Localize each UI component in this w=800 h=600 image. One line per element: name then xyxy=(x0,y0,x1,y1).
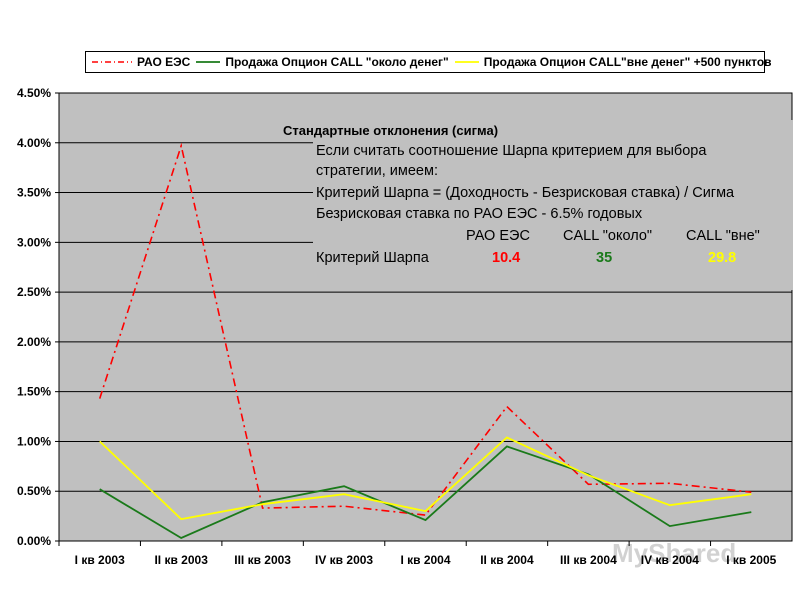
annotation-header-rao: РАО ЕЭС xyxy=(466,228,530,244)
y-tick-label: 0.00% xyxy=(17,534,51,548)
x-tick-label: III кв 2003 xyxy=(234,553,291,567)
series-lines xyxy=(98,142,752,540)
y-tick-label: 4.50% xyxy=(17,86,51,100)
legend-swatch-call-near xyxy=(196,61,221,63)
y-tick-label: 3.00% xyxy=(17,235,51,249)
sharpe-value-rao: 10.4 xyxy=(492,250,521,266)
y-tick-label: 2.50% xyxy=(17,285,51,299)
y-axis-ticks: 0.00% 0.50% 1.00% 1.50% 2.00% 2.50% 3.00% 3.50%… xyxy=(17,86,59,548)
x-tick-label: II кв 2004 xyxy=(480,553,534,567)
annotation-header-call-out: CALL "вне" xyxy=(686,228,760,244)
annotation-line-4: Безрисковая ставка по РАО ЕЭС - 6.5% год… xyxy=(316,206,643,222)
annotation-line-1: Если считать соотношение Шарпа критерием… xyxy=(316,143,707,159)
legend-swatch-call-out xyxy=(454,61,479,63)
annotation-box xyxy=(313,120,793,290)
sharpe-value-call-near: 35 xyxy=(596,250,613,266)
x-tick-label: III кв 2004 xyxy=(560,553,617,567)
legend-item-call-out: Продажа Опцион CALL"вне денег" +500 пунк… xyxy=(454,55,772,69)
x-axis-ticks: I кв 2003 II кв 2003 III кв 2003 IV кв 2003… xyxy=(58,541,777,567)
series-line-2 xyxy=(99,436,752,521)
annotation-row-label: Критерий Шарпа xyxy=(316,250,429,266)
sharpe-value-call-out: 29.8 xyxy=(708,250,737,266)
legend-label-rao: РАО ЕЭС xyxy=(137,55,191,69)
x-tick-label: IV кв 2003 xyxy=(315,553,373,567)
legend-item-rao: РАО ЕЭС xyxy=(92,55,190,69)
watermark: MyShared xyxy=(612,538,737,568)
y-tick-label: 4.00% xyxy=(17,136,51,150)
x-tick-label: I кв 2004 xyxy=(400,553,450,567)
y-tick-label: 1.50% xyxy=(17,385,51,399)
series-line-1 xyxy=(99,445,752,540)
annotation-line-2: стратегии, имеем: xyxy=(316,163,438,179)
legend: РАО ЕЭС Продажа Опцион CALL "около денег… xyxy=(85,51,772,73)
y-tick-label: 3.50% xyxy=(17,186,51,200)
x-tick-label: I кв 2003 xyxy=(75,553,125,567)
annotation-title: Стандартные отклонения (сигма) xyxy=(283,123,499,138)
y-tick-label: 1.00% xyxy=(17,434,51,448)
x-tick-label: IV кв 2004 xyxy=(641,553,699,567)
legend-label-call-out: Продажа Опцион CALL"вне денег" +500 пунк… xyxy=(483,55,772,69)
y-tick-label: 0.50% xyxy=(17,484,51,498)
legend-item-call-near: Продажа Опцион CALL "около денег" xyxy=(196,55,449,69)
y-tick-label: 2.00% xyxy=(17,335,51,349)
x-tick-label: II кв 2003 xyxy=(154,553,208,567)
annotation-line-3: Критерий Шарпа = (Доходность - Безрисков… xyxy=(316,185,735,201)
series-line-0 xyxy=(98,142,752,516)
legend-label-call-near: Продажа Опцион CALL "около денег" xyxy=(225,55,449,69)
annotation-header-call-near: CALL "около" xyxy=(563,228,653,244)
legend-swatch-rao xyxy=(92,61,132,63)
x-tick-label: I кв 2005 xyxy=(726,553,776,567)
